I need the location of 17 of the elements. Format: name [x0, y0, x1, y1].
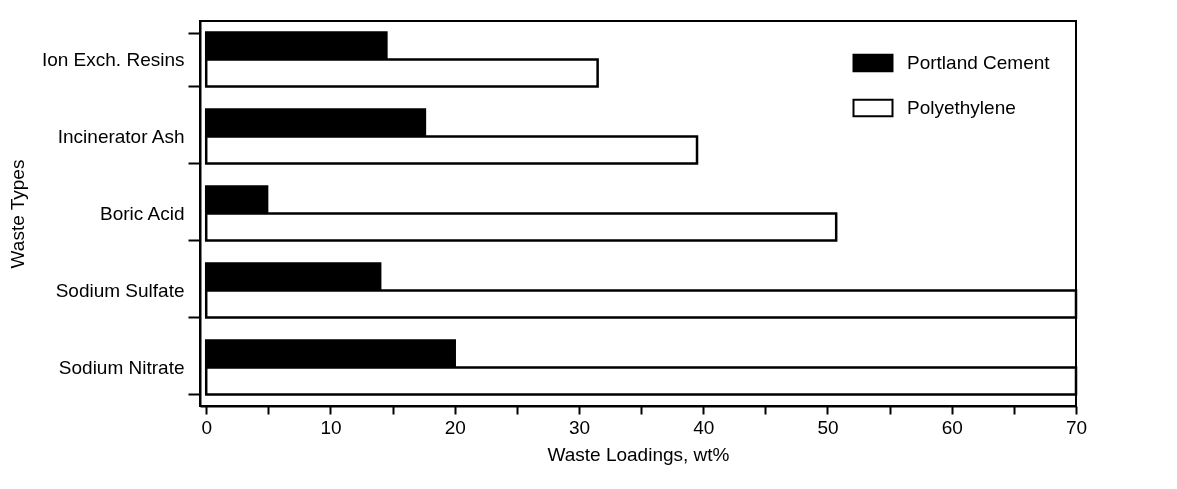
y-tick-label: Incinerator Ash: [57, 126, 185, 147]
x-tick-label: 10: [320, 416, 342, 438]
y-axis-title: Waste Types: [6, 159, 28, 269]
x-tick-label: 0: [201, 416, 212, 438]
x-axis-title: Waste Loadings, wt%: [547, 443, 730, 465]
x-tick-label: 30: [568, 416, 591, 438]
x-tick-label: 60: [941, 416, 963, 438]
y-tick-label: Boric Acid: [100, 203, 185, 224]
x-tick-label: 50: [817, 416, 839, 438]
y-tick-label: Ion Exch. Resins: [41, 49, 185, 70]
y-tick-label: Sodium Sulfate: [55, 280, 185, 301]
y-tick-label: Sodium Nitrate: [58, 357, 185, 378]
x-tick-label: 20: [444, 416, 466, 438]
legend-label: Portland Cement: [907, 52, 1051, 73]
legend-label: Polyethylene: [907, 97, 1016, 118]
x-tick-label: 70: [1065, 416, 1088, 438]
x-tick-label: 40: [693, 416, 715, 438]
